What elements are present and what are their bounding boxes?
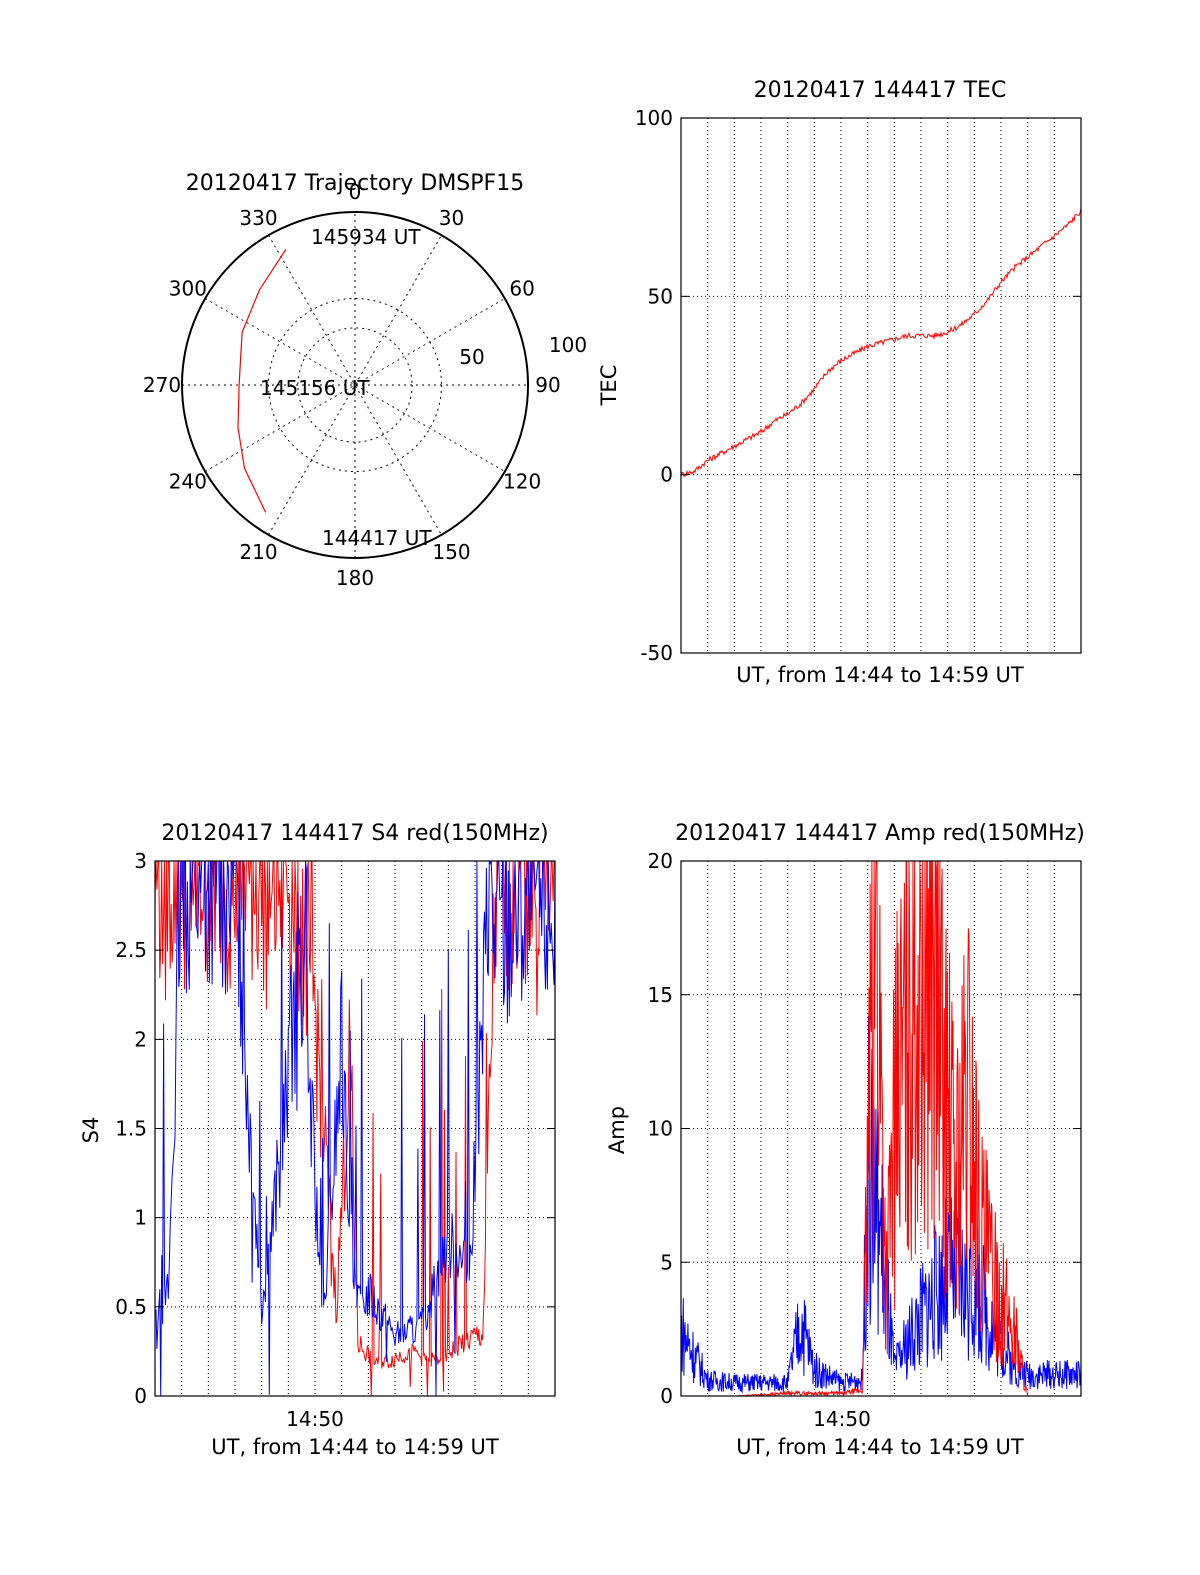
y-tick-label: 10	[648, 1117, 673, 1141]
trajectory-series	[237, 249, 287, 513]
polar-angle-label: 210	[239, 540, 277, 564]
y-tick-label: 20	[648, 849, 673, 873]
polar-angle-label: 150	[432, 540, 470, 564]
y-tick-label: -50	[640, 641, 673, 665]
y-tick-label: 1.5	[115, 1117, 147, 1141]
s4-y-label: S4	[79, 1117, 103, 1144]
amp-title: 20120417 144417 Amp red(150MHz)	[675, 821, 1085, 846]
amp-plot-frame	[680, 860, 1082, 1397]
y-tick-label: 0	[660, 463, 673, 487]
tec-grid	[681, 118, 1081, 653]
amp-x-label: UT, from 14:44 to 14:59 UT	[736, 1435, 1024, 1459]
s4-plot-frame	[154, 860, 556, 1397]
tec-plot: 20120417 144417 TEC -50 0 50 100 TEC UT, fr…	[597, 78, 1082, 687]
amp-plot: 20120417 144417 Amp red(150MHz) 0 5 10 15 20…	[605, 821, 1085, 1459]
y-tick-label: 5	[660, 1250, 673, 1274]
y-tick-label: 50	[648, 284, 673, 308]
polar-grid	[181, 211, 529, 559]
amp-x-tick-1450: 14:50	[813, 1407, 871, 1431]
s4-plot: 20120417 144417 S4 red(150MHz) 0 0.5 1 1.5 2…	[79, 821, 556, 1459]
polar-angle-label: 180	[336, 566, 374, 590]
trajectory-title: 20120417 Trajectory DMSPF15	[186, 171, 524, 196]
y-tick-label: 2.5	[115, 938, 147, 962]
polar-angle-label: 270	[143, 373, 181, 397]
y-tick-label: 0.5	[115, 1295, 147, 1319]
annotation-144417: 144417 UT	[322, 526, 432, 550]
polar-spoke	[204, 298, 506, 472]
amp-y-ticks: 0 5 10 15 20	[648, 849, 1081, 1408]
y-tick-label: 1	[134, 1206, 147, 1230]
polar-angle-label: 300	[169, 277, 207, 301]
y-tick-label: 3	[134, 849, 147, 873]
y-tick-label: 15	[648, 983, 673, 1007]
polar-angle-label: 120	[503, 470, 541, 494]
polar-angle-label: 0	[349, 180, 362, 204]
polar-angle-label: 240	[169, 470, 207, 494]
tec-y-label: TEC	[597, 365, 621, 407]
s4-x-tick-1450: 14:50	[286, 1407, 344, 1431]
y-tick-label: 100	[635, 106, 673, 130]
amp-y-label: Amp	[605, 1106, 629, 1154]
polar-angle-label: 330	[239, 206, 277, 230]
polar-angle-label: 30	[439, 206, 464, 230]
polar-spoke	[204, 298, 506, 472]
series-line	[680, 208, 1082, 478]
trajectory-line	[237, 249, 287, 513]
annotation-145156: 145156 UT	[260, 376, 370, 400]
s4-title: 20120417 144417 S4 red(150MHz)	[161, 821, 548, 846]
tec-series	[680, 208, 1082, 478]
y-tick-label: 0	[134, 1384, 147, 1408]
annotation-145934: 145934 UT	[311, 225, 421, 249]
tec-x-label: UT, from 14:44 to 14:59 UT	[736, 663, 1024, 687]
tec-y-ticks: -50 0 50 100	[635, 106, 1081, 665]
polar-angle-label: 60	[509, 277, 534, 301]
y-tick-label: 2	[134, 1027, 147, 1051]
y-tick-label: 0	[660, 1384, 673, 1408]
radius-label-50: 50	[459, 345, 484, 369]
polar-angle-labels: 0 30 60 90 120 150 180 210 240 270 300 330	[143, 180, 561, 590]
series-line	[680, 1015, 1082, 1394]
polar-angle-label: 90	[535, 373, 560, 397]
tec-title: 20120417 144417 TEC	[754, 78, 1007, 103]
polar-ring-inner	[297, 327, 413, 443]
s4-x-label: UT, from 14:44 to 14:59 UT	[211, 1435, 499, 1459]
tec-plot-frame	[680, 117, 1082, 654]
polar-spoke	[268, 234, 442, 536]
polar-spoke	[268, 234, 442, 536]
radius-label-100: 100	[549, 333, 587, 357]
trajectory-polar-plot: 20120417 Trajectory DMSPF15 0 30 60 90 120 15…	[143, 171, 587, 590]
